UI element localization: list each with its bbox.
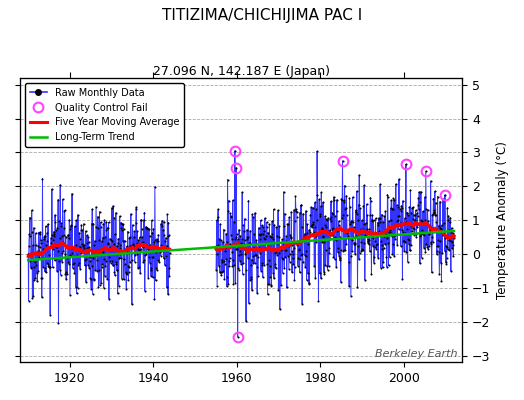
Title: 27.096 N, 142.187 E (Japan): 27.096 N, 142.187 E (Japan) (152, 65, 330, 78)
Y-axis label: Temperature Anomaly (°C): Temperature Anomaly (°C) (496, 141, 509, 299)
Text: TITIZIMA/CHICHIJIMA PAC I: TITIZIMA/CHICHIJIMA PAC I (162, 8, 362, 23)
Legend: Raw Monthly Data, Quality Control Fail, Five Year Moving Average, Long-Term Tren: Raw Monthly Data, Quality Control Fail, … (25, 83, 184, 147)
Text: Berkeley Earth: Berkeley Earth (375, 350, 458, 360)
